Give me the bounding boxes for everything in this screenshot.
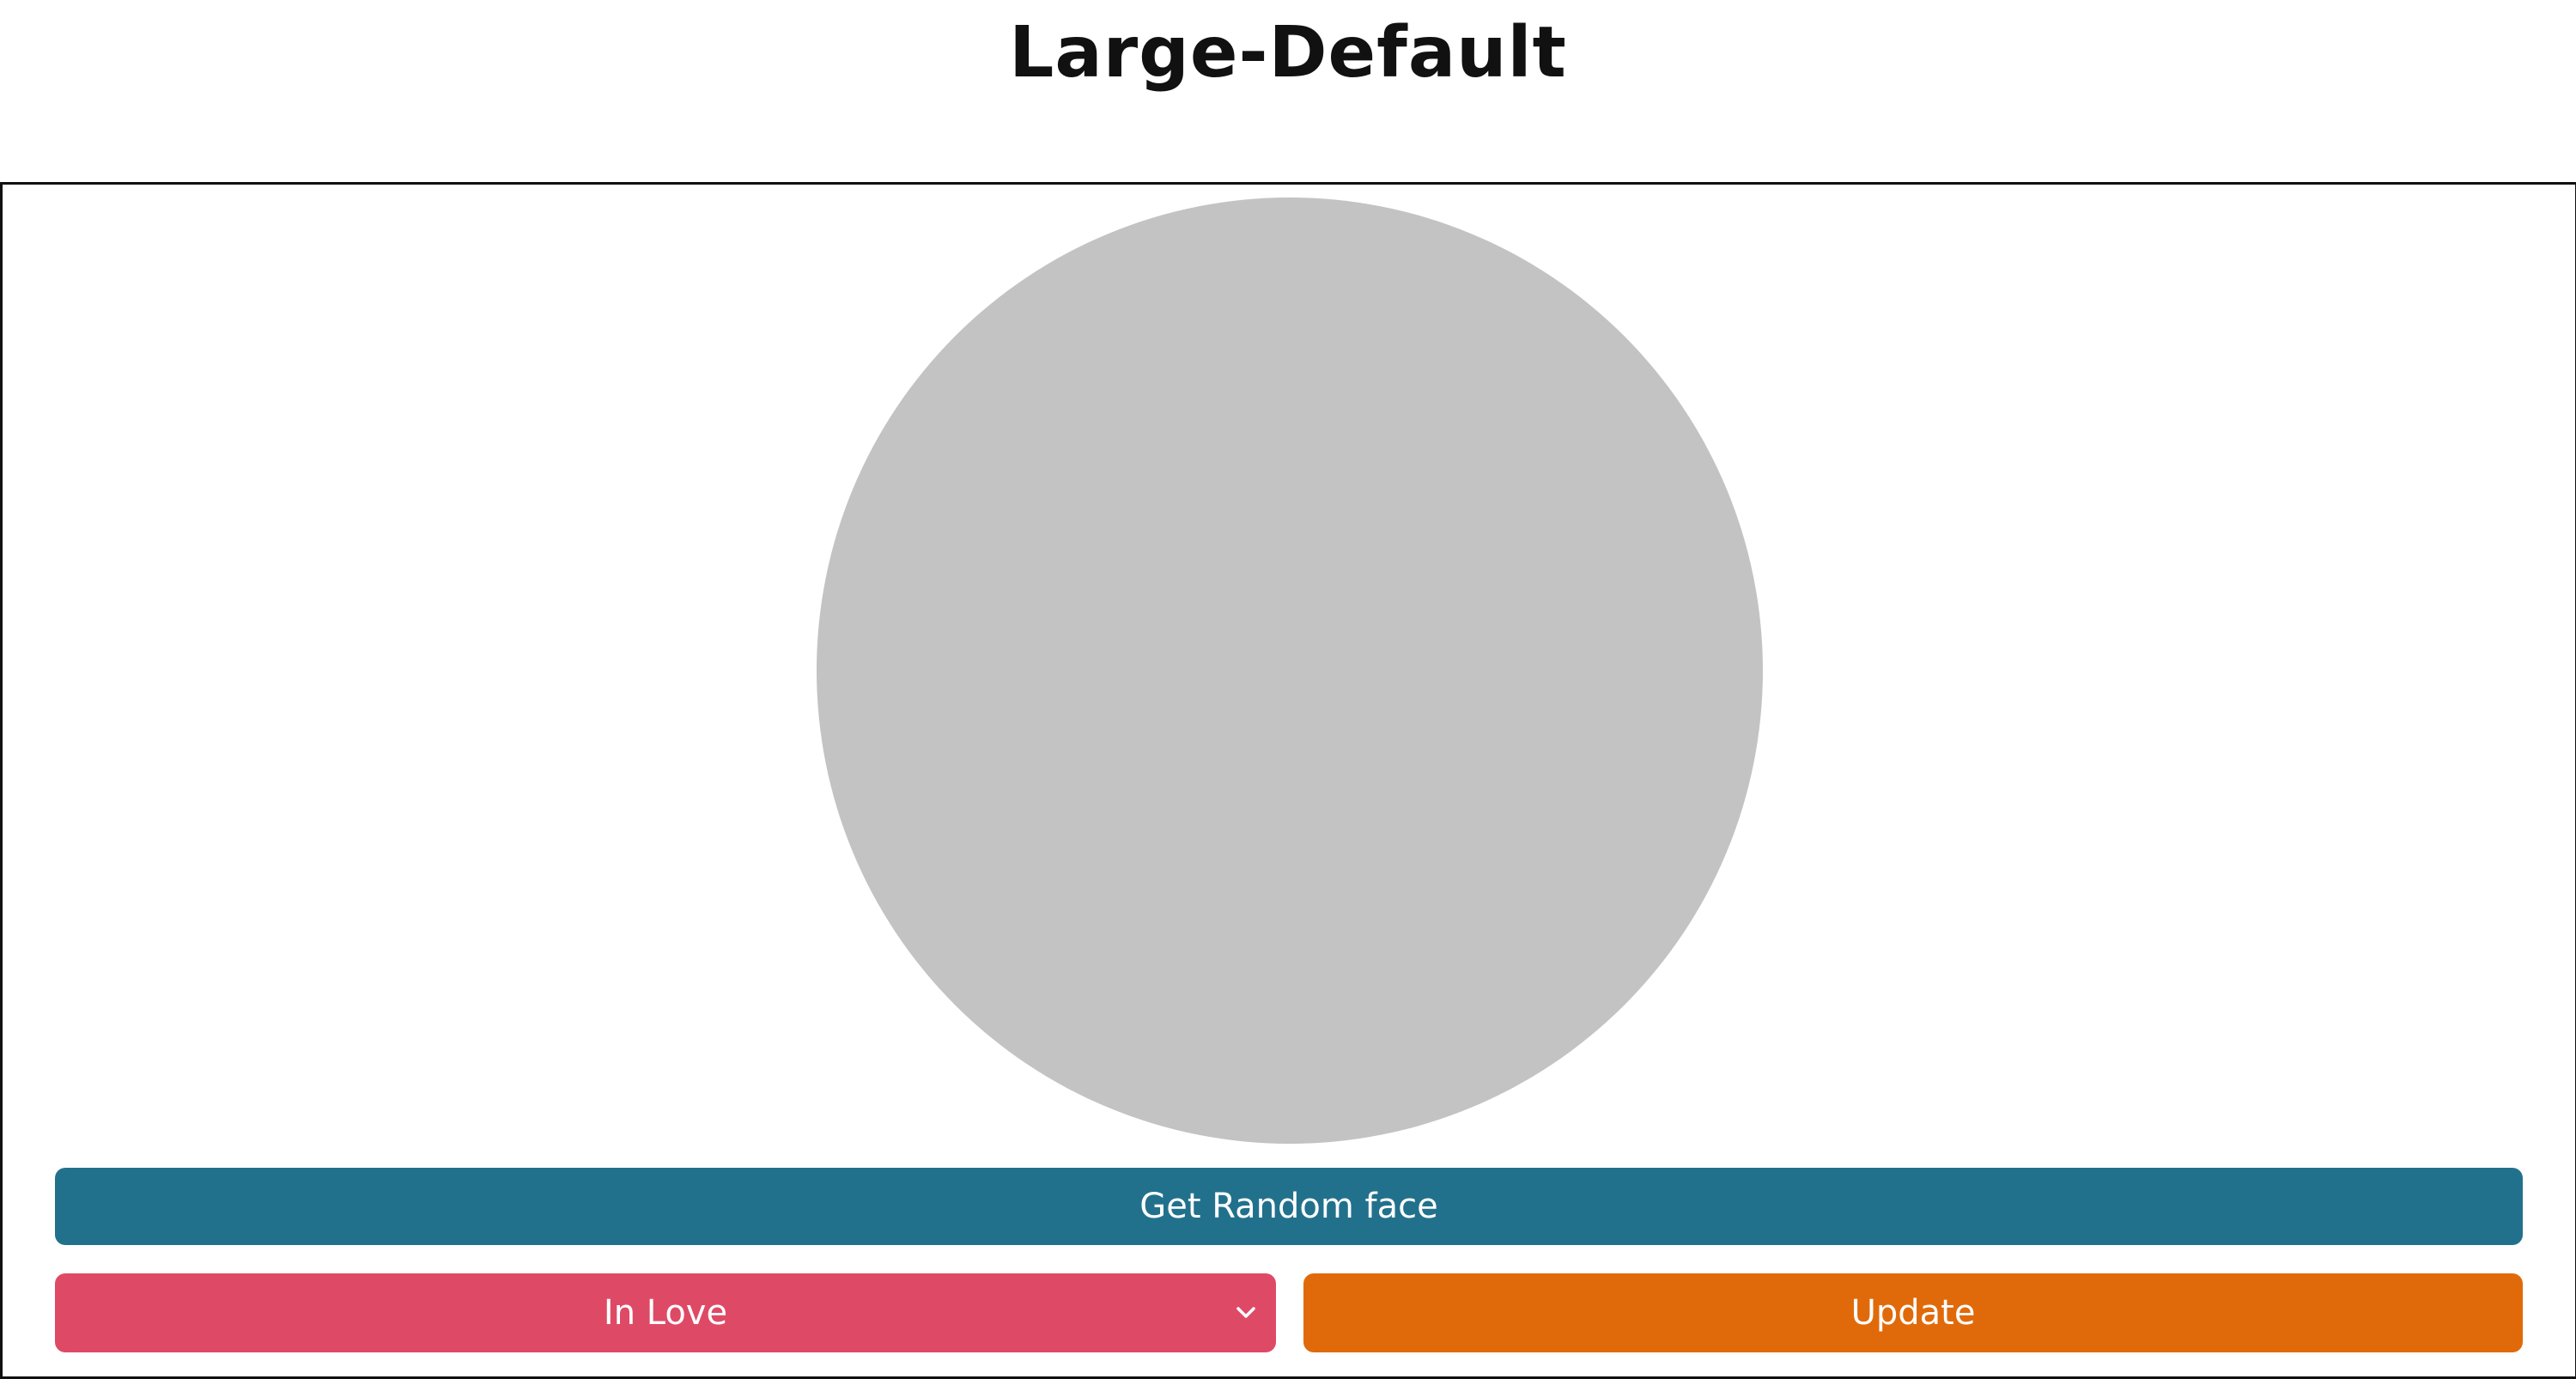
face-avatar <box>817 197 1763 1144</box>
get-random-face-label: Get Random face <box>1139 1187 1438 1226</box>
page-title: Large-Default <box>1009 12 1567 94</box>
mood-select[interactable]: In Love <box>55 1273 1276 1352</box>
get-random-face-button[interactable]: Get Random face <box>55 1168 2523 1245</box>
update-button[interactable]: Update <box>1303 1273 2523 1352</box>
update-label: Update <box>1850 1293 1976 1333</box>
chevron-down-icon <box>1236 1307 1255 1318</box>
face-stage: Get Random face In Love Update <box>0 182 2576 1379</box>
mood-select-value: In Love <box>603 1293 728 1333</box>
